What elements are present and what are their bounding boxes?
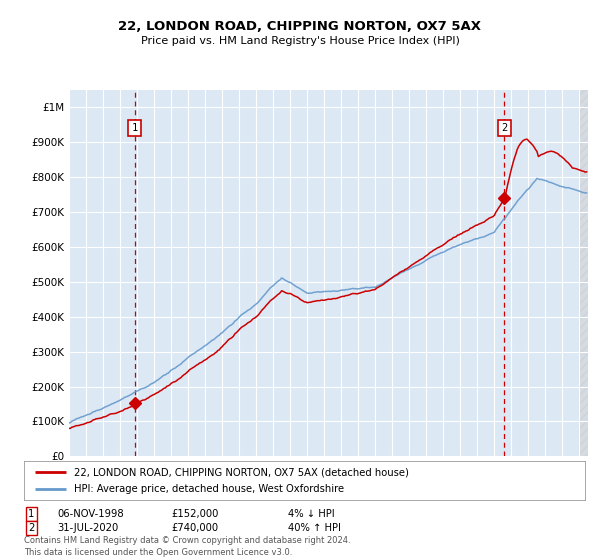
Text: 4% ↓ HPI: 4% ↓ HPI xyxy=(288,509,335,519)
Text: 22, LONDON ROAD, CHIPPING NORTON, OX7 5AX (detached house): 22, LONDON ROAD, CHIPPING NORTON, OX7 5A… xyxy=(74,467,409,477)
Text: Price paid vs. HM Land Registry's House Price Index (HPI): Price paid vs. HM Land Registry's House … xyxy=(140,36,460,46)
Text: 1: 1 xyxy=(28,509,34,519)
Text: £152,000: £152,000 xyxy=(171,509,218,519)
Text: 2: 2 xyxy=(501,123,508,133)
Text: £740,000: £740,000 xyxy=(171,523,218,533)
Text: Contains HM Land Registry data © Crown copyright and database right 2024.
This d: Contains HM Land Registry data © Crown c… xyxy=(24,536,350,557)
Text: HPI: Average price, detached house, West Oxfordshire: HPI: Average price, detached house, West… xyxy=(74,484,344,494)
Text: 06-NOV-1998: 06-NOV-1998 xyxy=(57,509,124,519)
Text: 31-JUL-2020: 31-JUL-2020 xyxy=(57,523,118,533)
Text: 22, LONDON ROAD, CHIPPING NORTON, OX7 5AX: 22, LONDON ROAD, CHIPPING NORTON, OX7 5A… xyxy=(119,20,482,32)
Bar xyxy=(580,90,600,456)
Text: 2: 2 xyxy=(28,523,34,533)
Text: 1: 1 xyxy=(131,123,137,133)
Text: 40% ↑ HPI: 40% ↑ HPI xyxy=(288,523,341,533)
